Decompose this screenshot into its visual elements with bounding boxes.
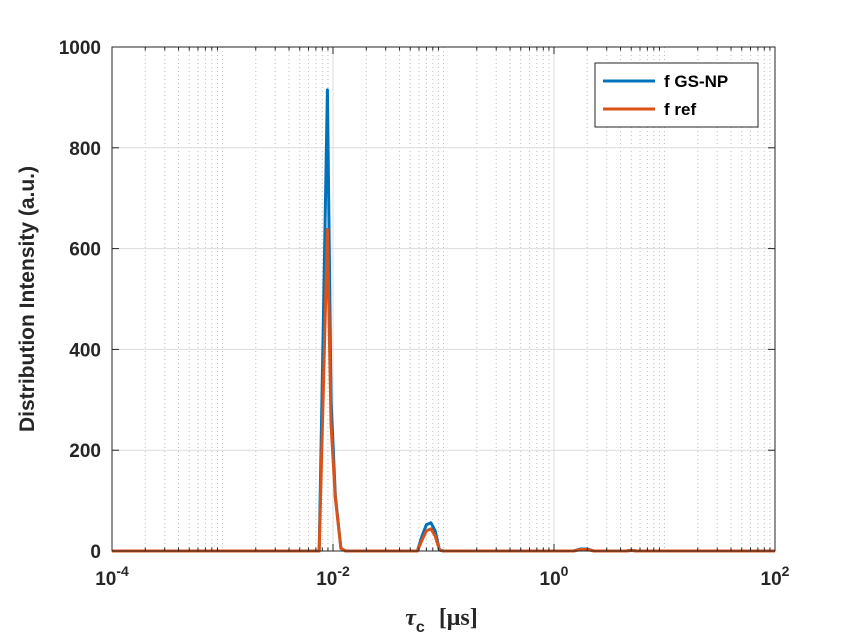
- legend-box: [594, 62, 759, 128]
- x-tick-label-base: 10: [540, 569, 561, 590]
- x-tick-label-exponent: 0: [561, 563, 569, 579]
- y-tick-label: 200: [69, 441, 101, 462]
- x-axis-symbol: τ: [405, 605, 417, 631]
- y-tick-label: 0: [90, 542, 101, 563]
- x-tick-label-base: 10: [761, 569, 782, 590]
- series-line-f-ref: [112, 227, 775, 553]
- x-tick-label-exponent: -4: [116, 563, 129, 579]
- y-tick-label: 1000: [59, 38, 101, 59]
- x-tick-label-base: 10: [316, 569, 337, 590]
- grid-lines: [112, 47, 775, 551]
- x-axis-symbol-subscript: c: [416, 619, 425, 636]
- x-tick-label-exponent: 2: [782, 563, 790, 579]
- plot-area-box: [111, 46, 776, 552]
- x-tick-label-base: 10: [95, 569, 116, 590]
- x-axis-unit: [μs]: [439, 605, 478, 631]
- axis-ticks: [111, 46, 776, 552]
- x-axis-label: τc [μs]: [405, 605, 478, 636]
- legend-entry-label: f GS-NP: [664, 72, 728, 91]
- x-tick-label-exponent: -2: [337, 563, 350, 579]
- y-axis-label: Distribution Intensity (a.u.): [16, 166, 39, 432]
- x-tick-label: 10-2: [316, 563, 350, 590]
- legend: f GS-NP f ref: [594, 62, 759, 128]
- y-tick-label: 600: [69, 240, 101, 261]
- legend-entry-label: f ref: [664, 100, 696, 119]
- x-tick-label: 100: [540, 563, 569, 590]
- y-tick-labels: 0 200 400 600 800 1000: [59, 38, 101, 563]
- y-tick-label: 400: [69, 340, 101, 361]
- x-tick-labels: 10-4 10-2 100 102: [95, 563, 789, 590]
- x-tick-label: 102: [761, 563, 790, 590]
- y-tick-label: 800: [69, 139, 101, 160]
- x-tick-label: 10-4: [95, 563, 129, 590]
